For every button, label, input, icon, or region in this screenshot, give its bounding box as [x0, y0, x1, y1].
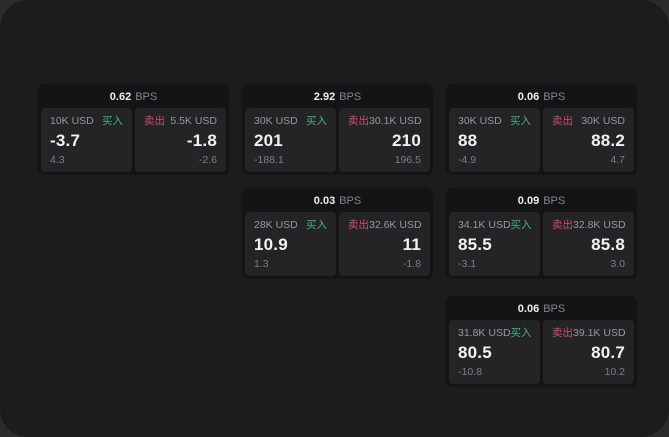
quote-card-3: 0.06 BPS 30K USD 买入 88 -4.9 卖出 30K USD 8… [446, 84, 637, 175]
buy-price: 85.5 [458, 234, 492, 254]
sell-size-label: 39.1K USD [573, 327, 626, 339]
card-header: 0.06 BPS [449, 87, 634, 108]
sell-size-label: 32.8K USD [573, 219, 626, 231]
sell-price: 88.2 [591, 130, 625, 150]
buy-tag: 买入 [306, 115, 327, 127]
sell-size-label: 5.5K USD [170, 115, 217, 127]
buy-quote-tile[interactable]: 28K USD 买入 10.9 1.3 [245, 212, 336, 276]
sell-price: 210 [392, 130, 421, 150]
card-header: 0.06 BPS [449, 299, 634, 320]
quote-card-5: 0.09 BPS 34.1K USD 买入 85.5 -3.1 卖出 32.8K… [446, 188, 637, 279]
sell-tag: 卖出 [552, 115, 573, 127]
bps-unit-label: BPS [339, 91, 362, 103]
buy-price: 88 [458, 130, 478, 150]
buy-tag: 买入 [510, 327, 532, 339]
buy-size-label: 30K USD [254, 115, 298, 127]
quote-tiles: 31.8K USD 买入 80.5 -10.8 卖出 39.1K USD 80.… [449, 320, 634, 384]
sell-quote-tile[interactable]: 卖出 5.5K USD -1.8 -2.6 [135, 108, 226, 172]
buy-tag: 买入 [510, 115, 531, 127]
bps-unit-label: BPS [339, 195, 362, 207]
bps-value: 0.06 [517, 303, 540, 315]
sell-tag: 卖出 [552, 219, 573, 231]
sell-sub-value: 4.7 [610, 153, 625, 166]
quote-card-4: 0.03 BPS 28K USD 买入 10.9 1.3 卖出 32.6K US… [242, 188, 433, 279]
card-header: 0.03 BPS [245, 191, 430, 212]
buy-size-label: 28K USD [254, 219, 298, 231]
buy-sub-value: -188.1 [254, 153, 284, 166]
sell-quote-tile[interactable]: 卖出 32.6K USD 11 -1.8 [339, 212, 430, 276]
quote-tiles: 10K USD 买入 -3.7 4.3 卖出 5.5K USD -1.8 -2.… [41, 108, 226, 172]
sell-price: -1.8 [186, 130, 217, 150]
sell-quote-tile[interactable]: 卖出 30K USD 88.2 4.7 [543, 108, 634, 172]
bps-unit-label: BPS [543, 91, 566, 103]
quote-tiles: 28K USD 买入 10.9 1.3 卖出 32.6K USD 11 -1.8 [245, 212, 430, 276]
sell-sub-value: -2.6 [198, 153, 217, 166]
sell-sub-value: 196.5 [394, 153, 421, 166]
buy-size-label: 31.8K USD [458, 327, 511, 339]
buy-size-label: 30K USD [458, 115, 502, 127]
buy-size-label: 10K USD [50, 115, 94, 127]
card-header: 0.62 BPS [41, 87, 226, 108]
buy-sub-value: 4.3 [50, 153, 65, 166]
quote-card-2: 2.92 BPS 30K USD 买入 201 -188.1 卖出 30.1K … [242, 84, 433, 175]
buy-quote-tile[interactable]: 30K USD 买入 201 -188.1 [245, 108, 336, 172]
sell-tag: 卖出 [348, 219, 369, 231]
buy-price: 201 [254, 130, 283, 150]
sell-size-label: 32.6K USD [369, 219, 422, 231]
buy-price: 80.5 [458, 342, 492, 362]
bps-value: 0.62 [109, 91, 132, 103]
card-header: 2.92 BPS [245, 87, 430, 108]
quote-tiles: 30K USD 买入 201 -188.1 卖出 30.1K USD 210 1… [245, 108, 430, 172]
sell-price: 11 [402, 234, 421, 254]
sell-quote-tile[interactable]: 卖出 30.1K USD 210 196.5 [339, 108, 430, 172]
sell-tag: 卖出 [348, 115, 369, 127]
buy-tag: 买入 [510, 219, 532, 231]
bps-value: 0.06 [517, 91, 540, 103]
buy-tag: 买入 [306, 219, 327, 231]
quote-card-6: 0.06 BPS 31.8K USD 买入 80.5 -10.8 卖出 39.1… [446, 296, 637, 387]
bps-value: 0.09 [517, 195, 540, 207]
bps-value: 0.03 [313, 195, 336, 207]
buy-quote-tile[interactable]: 31.8K USD 买入 80.5 -10.8 [449, 320, 540, 384]
bps-unit-label: BPS [543, 195, 566, 207]
sell-price: 85.8 [591, 234, 625, 254]
sell-tag: 卖出 [552, 327, 573, 339]
sell-sub-value: 10.2 [604, 365, 625, 378]
quote-card-1: 0.62 BPS 10K USD 买入 -3.7 4.3 卖出 5.5K USD… [38, 84, 229, 175]
bps-unit-label: BPS [135, 91, 158, 103]
buy-quote-tile[interactable]: 30K USD 买入 88 -4.9 [449, 108, 540, 172]
buy-quote-tile[interactable]: 10K USD 买入 -3.7 4.3 [41, 108, 132, 172]
buy-sub-value: -3.1 [458, 257, 477, 270]
buy-sub-value: 1.3 [254, 257, 269, 270]
sell-size-label: 30K USD [581, 115, 625, 127]
quote-tiles: 34.1K USD 买入 85.5 -3.1 卖出 32.8K USD 85.8… [449, 212, 634, 276]
buy-tag: 买入 [102, 115, 123, 127]
sell-tag: 卖出 [144, 115, 165, 127]
sell-price: 80.7 [591, 342, 625, 362]
quote-tiles: 30K USD 买入 88 -4.9 卖出 30K USD 88.2 4.7 [449, 108, 634, 172]
bps-value: 2.92 [313, 91, 336, 103]
sell-sub-value: -1.8 [402, 257, 421, 270]
buy-price: -3.7 [50, 130, 81, 150]
buy-quote-tile[interactable]: 34.1K USD 买入 85.5 -3.1 [449, 212, 540, 276]
bps-unit-label: BPS [543, 303, 566, 315]
buy-price: 10.9 [254, 234, 288, 254]
buy-sub-value: -4.9 [458, 153, 477, 166]
buy-size-label: 34.1K USD [458, 219, 511, 231]
sell-quote-tile[interactable]: 卖出 32.8K USD 85.8 3.0 [543, 212, 634, 276]
sell-sub-value: 3.0 [610, 257, 625, 270]
card-header: 0.09 BPS [449, 191, 634, 212]
buy-sub-value: -10.8 [458, 365, 482, 378]
sell-size-label: 30.1K USD [369, 115, 422, 127]
sell-quote-tile[interactable]: 卖出 39.1K USD 80.7 10.2 [543, 320, 634, 384]
